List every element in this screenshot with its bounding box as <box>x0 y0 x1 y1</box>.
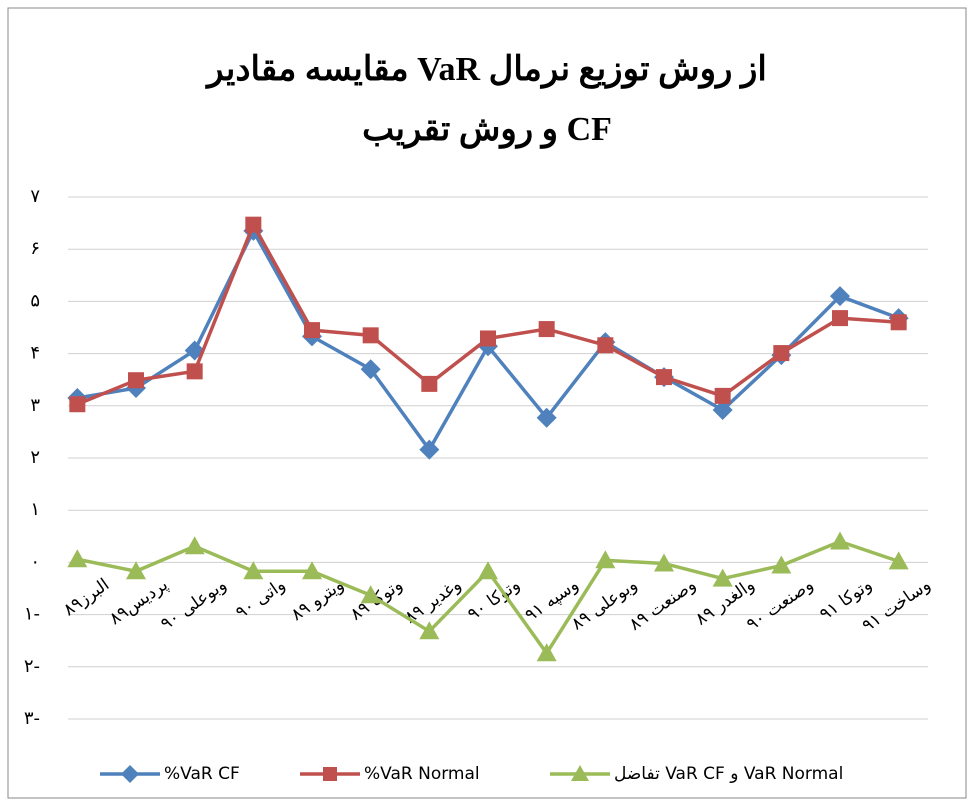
marker <box>536 643 557 662</box>
marker <box>243 561 264 580</box>
marker <box>714 387 731 404</box>
legend-marker <box>323 767 337 781</box>
marker <box>712 568 733 587</box>
marker <box>421 375 438 392</box>
marker <box>360 585 381 604</box>
marker <box>478 561 498 580</box>
marker <box>419 621 440 640</box>
marker <box>128 372 144 389</box>
marker <box>304 322 320 339</box>
y-tick-label: ۷ <box>30 186 40 207</box>
marker <box>67 549 88 568</box>
marker <box>712 399 733 420</box>
y-tick-label: ۲- <box>24 656 40 677</box>
legend-label: %VaR CF <box>164 764 240 784</box>
marker <box>302 561 322 580</box>
chart-title: مقایسه مقادیر VaR از روش توزیع نرمال <box>205 51 767 89</box>
marker <box>597 337 614 354</box>
marker <box>832 310 848 327</box>
y-tick-label: ۴ <box>30 343 40 364</box>
y-tick-label: ۲ <box>30 447 40 468</box>
chart-title: و روش تقریب CF <box>362 111 612 149</box>
marker <box>536 407 557 428</box>
y-tick-label: ۰ <box>30 551 40 572</box>
marker <box>69 396 86 413</box>
marker <box>362 327 379 344</box>
legend-label: تفاضل VaR CF و VaR Normal <box>614 764 843 784</box>
marker <box>184 536 205 555</box>
marker <box>419 439 440 460</box>
y-tick-label: ۱ <box>30 499 40 520</box>
y-tick-label: ۳ <box>30 395 40 416</box>
marker <box>773 345 790 362</box>
legend-marker <box>121 765 139 783</box>
marker <box>595 550 616 569</box>
marker <box>830 286 850 307</box>
y-tick-label: ۶ <box>30 238 40 259</box>
marker <box>538 321 555 338</box>
marker <box>186 363 203 380</box>
marker <box>656 369 672 386</box>
legend-label: %VaR Normal <box>364 764 480 784</box>
marker <box>480 330 496 347</box>
legend-marker <box>571 765 589 781</box>
marker <box>360 359 381 380</box>
marker <box>654 553 674 572</box>
y-tick-label: ۵ <box>30 290 40 311</box>
marker <box>771 555 792 574</box>
y-tick-label: ۳- <box>24 708 40 729</box>
marker <box>888 551 909 570</box>
marker <box>830 531 850 550</box>
marker <box>245 216 262 233</box>
marker <box>890 314 907 331</box>
y-tick-label: ۱- <box>24 604 40 625</box>
marker <box>126 561 146 580</box>
